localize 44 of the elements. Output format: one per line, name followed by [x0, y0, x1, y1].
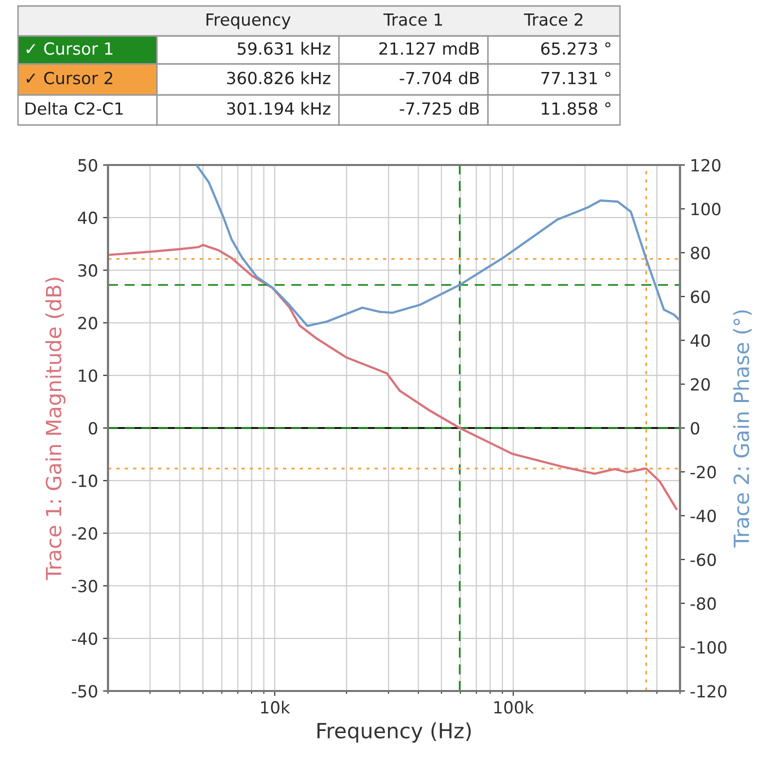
y-axis-title: Trace 1: Gain Magnitude (dB) — [45, 278, 66, 580]
y-tick-label: -50 — [72, 684, 98, 698]
text: ✓ Cursor 2 — [26, 72, 112, 84]
y2-tick-label: 40 — [690, 334, 710, 347]
y2-tick-label: 60 — [690, 290, 710, 304]
y2-tick-label: -100 — [690, 641, 726, 654]
text: 59.631 kHz — [238, 42, 330, 55]
y-tick-label: -10 — [72, 474, 98, 488]
text: 77.131 ° — [541, 72, 610, 84]
y-tick-label: 10 — [78, 369, 98, 382]
text: Trace 1 — [383, 13, 442, 26]
y-tick-label: -40 — [72, 632, 98, 645]
text: Frequency — [206, 13, 291, 30]
y2-tick-label: -80 — [690, 597, 716, 610]
y-tick-label: 40 — [78, 212, 98, 224]
text: Trace 2 — [524, 13, 582, 26]
y-tick-label: 0 — [88, 422, 98, 435]
y2-tick-label: -60 — [690, 553, 716, 566]
text: ✓ Cursor 1 — [26, 42, 112, 55]
text: -7.725 dB — [400, 102, 479, 115]
y2-axis-title: Trace 2: Gain Phase (°) — [733, 310, 752, 548]
y2-tick-label: 120 — [692, 158, 720, 172]
y-tick-label: 30 — [78, 264, 98, 277]
y-tick-label: 20 — [78, 316, 98, 330]
y2-tick-label: -20 — [690, 466, 716, 478]
text: -7.704 dB — [400, 71, 479, 84]
y-tick-label: 50 — [78, 158, 98, 172]
text: 11.858 ° — [542, 102, 610, 115]
text: Delta C2-C1 — [26, 102, 123, 115]
y2-tick-label: -40 — [690, 510, 716, 522]
y2-tick-label: 20 — [690, 378, 710, 391]
y2-tick-label: 100 — [692, 202, 720, 216]
text: 360.826 kHz — [227, 71, 330, 84]
text: 301.194 kHz — [227, 102, 330, 115]
y-tick-label: -20 — [72, 527, 98, 540]
x-tick-label: 100k — [494, 700, 534, 714]
x-tick-label: 10k — [261, 700, 290, 714]
y2-tick-label: 80 — [690, 246, 710, 260]
y2-tick-label: -120 — [690, 684, 726, 698]
text: 65.273 ° — [541, 42, 610, 55]
y2-tick-label: 0 — [690, 422, 700, 435]
text: 21.127 mdB — [379, 42, 479, 55]
y-tick-label: -30 — [72, 580, 98, 592]
x-axis-title: Frequency (Hz) — [317, 722, 471, 743]
